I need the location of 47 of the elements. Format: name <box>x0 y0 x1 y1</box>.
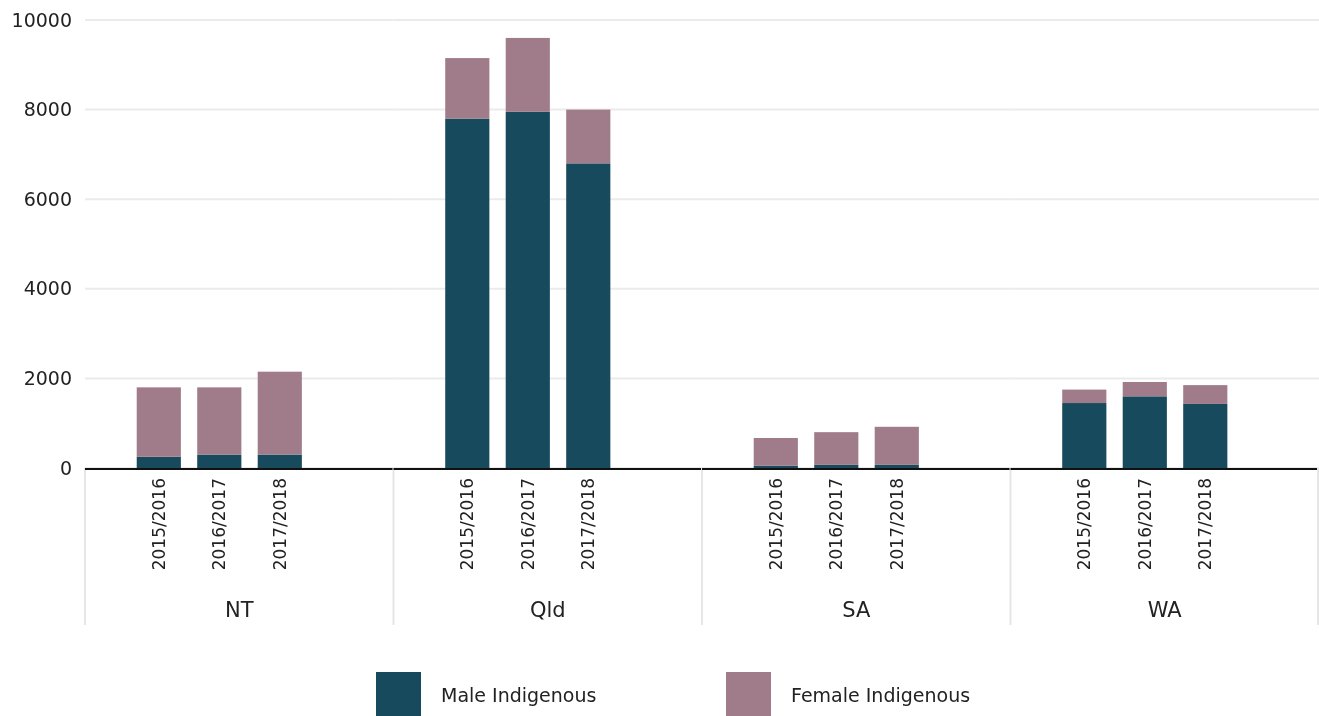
x-axis-title: WA <box>1147 598 1183 622</box>
x-tick-label: 2015/2016 <box>457 478 478 571</box>
x-tick-label: 2015/2016 <box>765 478 786 571</box>
bar <box>505 37 550 112</box>
x-tick-label: 2017/2018 <box>886 478 907 571</box>
x-tick-label: 2015/2016 <box>1074 478 1095 571</box>
bar <box>197 454 242 468</box>
bar <box>1122 381 1167 397</box>
bar <box>814 464 859 468</box>
bar <box>1183 385 1228 404</box>
bar <box>1122 396 1167 468</box>
y-tick-label: 2000 <box>23 367 72 390</box>
bar <box>753 437 798 466</box>
bar <box>566 163 611 468</box>
bar <box>874 464 919 468</box>
bar <box>445 118 490 468</box>
y-tick-label: 6000 <box>23 187 72 210</box>
y-tick-label: 8000 <box>23 98 72 121</box>
y-tick-label: 0 <box>59 456 72 479</box>
x-tick-label: 2017/2018 <box>1195 478 1216 571</box>
x-tick-label: 2017/2018 <box>269 478 290 571</box>
x-tick-label: 2017/2018 <box>578 478 599 571</box>
bar <box>814 432 859 465</box>
x-tick-label: 2016/2017 <box>209 478 230 571</box>
bar <box>566 109 611 164</box>
bar <box>197 387 242 455</box>
bar <box>136 387 181 457</box>
x-tick-label: 2016/2017 <box>826 478 847 571</box>
y-tick-label: 10000 <box>11 8 72 31</box>
bar <box>257 454 302 468</box>
x-tick-label: 2016/2017 <box>517 478 538 571</box>
legend-label: Female Indigenous <box>791 683 971 706</box>
bar <box>1062 389 1107 404</box>
x-axis-title: NT <box>224 598 254 622</box>
bar <box>1183 403 1228 468</box>
x-axis-title: Qld <box>529 598 566 622</box>
y-tick-label: 4000 <box>23 277 72 300</box>
legend-label: Male Indigenous <box>441 683 597 706</box>
bar <box>445 58 490 119</box>
bar <box>257 371 302 455</box>
bar <box>874 426 919 465</box>
bar <box>1062 403 1107 468</box>
x-axis-title: SA <box>842 598 871 622</box>
bar <box>136 456 181 468</box>
x-tick-label: 2016/2017 <box>1134 478 1155 571</box>
bar <box>505 111 550 468</box>
x-tick-label: 2015/2016 <box>148 478 169 571</box>
